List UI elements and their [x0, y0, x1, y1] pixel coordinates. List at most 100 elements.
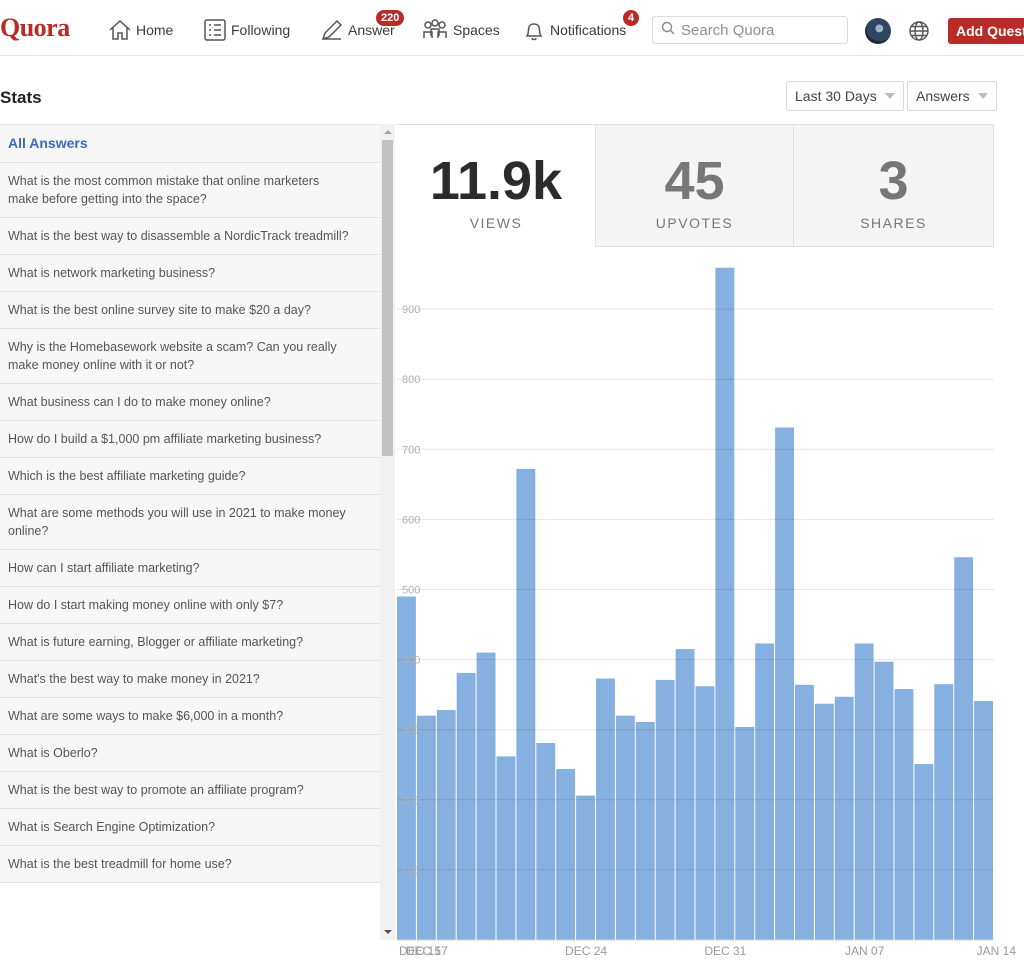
y-tick-label: 800: [402, 374, 420, 386]
avatar[interactable]: [865, 18, 891, 44]
y-tick-label: 300: [402, 725, 420, 737]
chart-bar[interactable]: [894, 689, 914, 940]
answer-list-item[interactable]: How can I start affiliate marketing?: [0, 550, 380, 587]
y-tick-label: 200: [402, 795, 420, 807]
chart-bar[interactable]: [834, 696, 854, 940]
nav-spaces[interactable]: Spaces: [421, 10, 500, 50]
answer-list-item[interactable]: What is Search Engine Optimization?: [0, 809, 380, 846]
all-answers-link[interactable]: All Answers: [0, 125, 380, 163]
period-select-value: Last 30 Days: [795, 88, 877, 104]
quora-logo[interactable]: Quora: [0, 13, 70, 42]
y-tick-label: 700: [402, 444, 420, 456]
nav-following-label: Following: [231, 22, 291, 38]
content-type-select-value: Answers: [916, 88, 970, 104]
answer-list-item[interactable]: What is the best way to promote an affil…: [0, 772, 380, 809]
upvotes-label: UPVOTES: [655, 215, 734, 231]
answer-list-item[interactable]: What is future earning, Blogger or affil…: [0, 624, 380, 661]
answer-list-item[interactable]: What are some ways to make $6,000 in a m…: [0, 698, 380, 735]
following-icon: [203, 18, 231, 42]
answer-list-item[interactable]: What is the best treadmill for home use?: [0, 846, 380, 883]
add-question-button[interactable]: Add Question: [948, 18, 1024, 44]
y-tick-label: 100: [402, 865, 420, 877]
answers-list: All Answers What is the most common mist…: [0, 124, 380, 941]
nav-home-label: Home: [136, 22, 174, 38]
views-label: VIEWS: [469, 215, 523, 231]
answer-list-item[interactable]: Why is the Homebasework website a scam? …: [0, 329, 380, 384]
search-icon: [661, 21, 681, 39]
chart-bar[interactable]: [695, 686, 715, 940]
chart-bar[interactable]: [416, 715, 436, 940]
chart-bar[interactable]: [556, 768, 576, 940]
chart-bar[interactable]: [516, 468, 536, 940]
y-tick-label: 600: [402, 514, 420, 526]
answer-list-item[interactable]: What is the most common mistake that onl…: [0, 163, 380, 218]
chevron-down-icon: [884, 93, 895, 99]
answer-list-item[interactable]: What are some methods you will use in 20…: [0, 495, 380, 550]
spaces-icon: [421, 18, 453, 42]
globe-icon[interactable]: [908, 20, 930, 47]
answer-list-item[interactable]: Which is the best affiliate marketing gu…: [0, 458, 380, 495]
answer-count-badge: 220: [375, 9, 406, 27]
chart-bar[interactable]: [974, 700, 993, 940]
chart-bar[interactable]: [934, 684, 954, 940]
chart-bar[interactable]: [914, 764, 934, 940]
nav-following[interactable]: Following: [203, 10, 290, 50]
answer-list-item[interactable]: What's the best way to make money in 202…: [0, 661, 380, 698]
chart-bar[interactable]: [476, 652, 496, 940]
scroll-down-arrow-icon[interactable]: [384, 930, 392, 934]
top-navigation-bar: Quora Home Following Answer 220 Spaces N…: [0, 0, 1024, 56]
upvotes-metric-tab[interactable]: 45 UPVOTES: [595, 124, 794, 247]
chart-bar[interactable]: [576, 795, 595, 940]
scroll-up-arrow-icon[interactable]: [384, 130, 392, 134]
answer-list-item[interactable]: What is the best online survey site to m…: [0, 292, 380, 329]
scrollbar-thumb[interactable]: [382, 140, 393, 456]
chart-bar[interactable]: [874, 661, 894, 940]
chart-bar[interactable]: [635, 721, 655, 940]
chart-bar[interactable]: [735, 726, 755, 940]
search-input[interactable]: Search Quora: [652, 16, 848, 44]
shares-metric-tab[interactable]: 3 SHARES: [794, 124, 994, 247]
chart-bar[interactable]: [536, 743, 556, 940]
chart-bar[interactable]: [655, 679, 675, 940]
chart-bar[interactable]: [775, 427, 794, 940]
answer-list-item[interactable]: What is the best way to disassemble a No…: [0, 218, 380, 255]
answer-list-item[interactable]: How do I start making money online with …: [0, 587, 380, 624]
x-tick-label: DEC 15: [399, 944, 441, 958]
y-tick-label: 500: [402, 585, 420, 597]
answer-list-item[interactable]: What is Oberlo?: [0, 735, 380, 772]
search-placeholder: Search Quora: [681, 21, 775, 39]
shares-label: SHARES: [860, 215, 927, 231]
answers-list-scrollbar[interactable]: [380, 124, 395, 940]
x-tick-label: JAN 14: [977, 944, 1017, 958]
chart-bar[interactable]: [854, 643, 874, 940]
bell-icon: [522, 18, 550, 42]
y-tick-label: 900: [402, 304, 420, 316]
nav-notifications[interactable]: Notifications: [522, 10, 626, 50]
chart-bar[interactable]: [436, 710, 456, 940]
chart-bar[interactable]: [755, 643, 775, 940]
chart-bar[interactable]: [596, 678, 615, 940]
chart-bar[interactable]: [615, 715, 635, 940]
answer-list-item[interactable]: What business can I do to make money onl…: [0, 384, 380, 421]
chart-bar[interactable]: [496, 756, 516, 940]
shares-value: 3: [878, 151, 909, 211]
home-icon: [108, 19, 136, 41]
chart-bar[interactable]: [675, 649, 695, 940]
chart-bar[interactable]: [954, 557, 974, 940]
chart-bar[interactable]: [456, 672, 476, 940]
x-tick-label: JAN 07: [845, 944, 885, 958]
nav-home[interactable]: Home: [108, 10, 173, 50]
content-type-select[interactable]: Answers: [907, 81, 997, 111]
chart-bar[interactable]: [715, 267, 735, 940]
x-tick-label: DEC 31: [704, 944, 746, 958]
chart-bar[interactable]: [814, 703, 834, 940]
period-select[interactable]: Last 30 Days: [786, 81, 904, 111]
answer-list-item[interactable]: What is network marketing business?: [0, 255, 380, 292]
x-tick-label: DEC 24: [565, 944, 607, 958]
y-tick-label: 400: [402, 655, 420, 667]
answer-list-item[interactable]: How do I build a $1,000 pm affiliate mar…: [0, 421, 380, 458]
views-metric-tab[interactable]: 11.9k VIEWS: [397, 124, 595, 247]
page-title: Stats: [0, 88, 42, 107]
chart-bar[interactable]: [795, 684, 814, 940]
chart-bar[interactable]: [397, 596, 416, 940]
